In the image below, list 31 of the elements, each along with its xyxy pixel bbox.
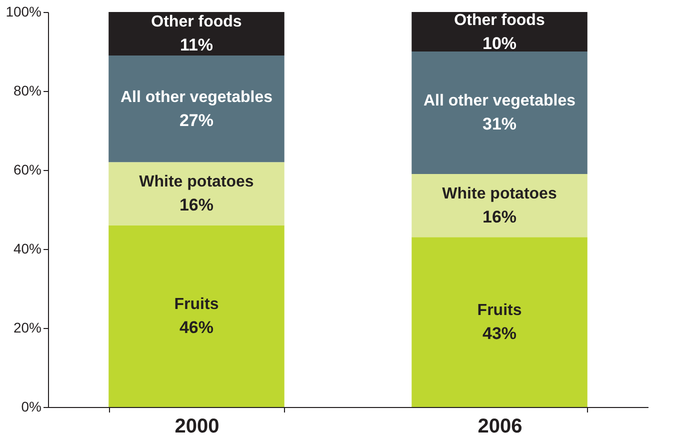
bar xyxy=(108,12,284,56)
data-label: 31% xyxy=(482,114,517,134)
bar xyxy=(412,52,588,174)
bar xyxy=(108,55,284,162)
text: White potatoes xyxy=(442,186,557,203)
series-label: White potatoes xyxy=(139,174,254,191)
data-label: 46% xyxy=(179,318,214,338)
text: Other foods xyxy=(151,14,242,31)
series-label: All other vegetables xyxy=(120,88,273,106)
y-tick-label: 80% xyxy=(13,82,42,98)
y-tick-label: 20% xyxy=(13,320,42,336)
data-label: 11% xyxy=(180,36,214,55)
y-tick-label: 60% xyxy=(13,162,42,178)
data-label: 10% xyxy=(482,34,517,53)
y-tick-label: 40% xyxy=(13,240,42,256)
bar xyxy=(412,237,588,407)
x-tick-label: 2000 xyxy=(174,416,220,438)
data-label: 16% xyxy=(179,196,214,215)
data-label: 16% xyxy=(482,208,517,227)
bar xyxy=(412,174,588,238)
text: All other vegetables xyxy=(423,92,576,110)
y-tick-label: 0% xyxy=(21,398,42,414)
x-tick-label: 2006 xyxy=(478,416,522,438)
data-label: 27% xyxy=(179,110,214,130)
y-tick-label: 100% xyxy=(6,4,42,20)
series-label: Fruits xyxy=(477,302,522,320)
bar xyxy=(108,225,284,407)
data-label: 43% xyxy=(482,324,517,344)
series-label: Other foods xyxy=(454,12,545,29)
text: Fruits xyxy=(174,296,219,314)
bar xyxy=(108,162,284,226)
